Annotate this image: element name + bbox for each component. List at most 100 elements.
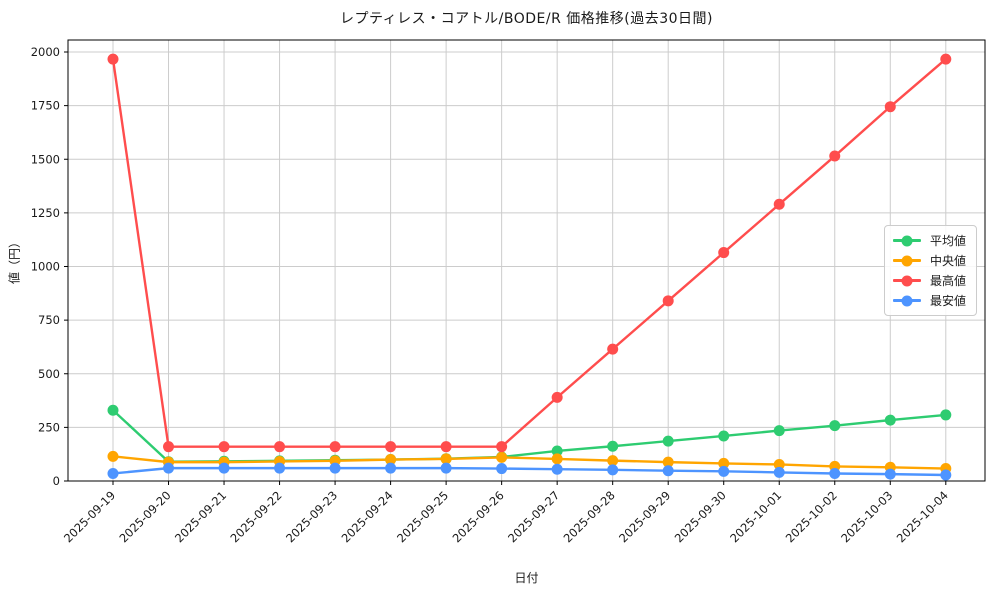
legend-line-sample (893, 255, 921, 266)
data-point (718, 457, 730, 469)
legend-label: 最高値 (930, 274, 967, 288)
legend-marker-dot (901, 295, 913, 306)
data-point (662, 435, 674, 447)
data-point (107, 53, 119, 65)
y-tick-label: 750 (38, 313, 60, 327)
legend-item: 中央値 (893, 251, 966, 270)
data-point (274, 441, 286, 453)
series-line (112, 466, 946, 477)
data-point (496, 451, 508, 463)
data-point (496, 463, 508, 475)
data-point (607, 440, 619, 452)
data-point (940, 409, 952, 421)
data-point (329, 462, 341, 474)
data-point (107, 467, 119, 479)
y-tick-label: 1500 (31, 152, 60, 166)
legend-line-sample (893, 295, 921, 306)
data-point (218, 462, 230, 474)
data-point (496, 441, 508, 453)
data-point (884, 414, 896, 426)
data-point (773, 198, 785, 210)
legend-label: 中央値 (930, 254, 967, 268)
data-point (440, 441, 452, 453)
y-tick-label: 2000 (31, 45, 60, 59)
x-tick-label: 2025-09-25 (394, 488, 451, 545)
data-point (551, 391, 563, 403)
x-axis-label: 日付 (514, 571, 539, 585)
legend-label: 最安値 (930, 294, 967, 308)
data-point (884, 101, 896, 113)
data-point (551, 453, 563, 465)
data-point (385, 441, 397, 453)
data-point (329, 441, 341, 453)
x-tick-label: 2025-09-24 (339, 488, 396, 545)
x-tick-label: 2025-09-22 (228, 488, 285, 545)
data-point (107, 450, 119, 462)
x-tick-label: 2025-09-23 (283, 488, 340, 545)
data-point (440, 453, 452, 465)
data-point (662, 456, 674, 468)
legend-line-sample (893, 275, 921, 286)
x-tick-label: 2025-09-19 (61, 488, 118, 545)
data-point (718, 430, 730, 442)
series-line (112, 455, 946, 470)
data-point (440, 462, 452, 474)
series-line (111, 58, 947, 448)
data-point (773, 458, 785, 470)
data-point (773, 466, 785, 478)
data-point (829, 420, 841, 432)
data-point (940, 469, 952, 481)
data-point (718, 465, 730, 477)
data-point (385, 454, 397, 466)
data-point (107, 404, 119, 416)
legend-item: 最高値 (893, 271, 966, 290)
data-point (551, 463, 563, 475)
x-tick-label: 2025-10-04 (894, 488, 951, 545)
data-point (718, 247, 730, 259)
data-point (829, 467, 841, 479)
data-point (163, 441, 175, 453)
x-tick-label: 2025-10-01 (727, 488, 784, 545)
chart-title: レプティレス・コアトル/BODE/R 価格推移(過去30日間) (339, 11, 713, 27)
legend-label: 平均値 (930, 234, 967, 248)
data-point (662, 465, 674, 477)
y-axis-label: 値（円） (7, 235, 22, 285)
y-tick-label: 500 (38, 367, 60, 381)
x-tick-label: 2025-10-03 (838, 488, 895, 545)
legend-marker-dot (901, 255, 913, 266)
x-tick-label: 2025-09-28 (561, 488, 618, 545)
legend-item: 最安値 (893, 291, 966, 310)
series-line (112, 409, 946, 463)
legend-marker-dot (901, 235, 913, 246)
y-tick-label: 250 (38, 420, 60, 434)
legend: 平均値中央値最高値最安値 (884, 225, 978, 316)
data-point (607, 455, 619, 467)
data-point (274, 462, 286, 474)
data-point (385, 462, 397, 474)
data-point (940, 53, 952, 65)
x-tick-label: 2025-09-26 (450, 488, 507, 545)
data-point (607, 343, 619, 355)
data-point (551, 445, 563, 457)
y-tick-label: 1000 (31, 260, 60, 274)
plot-border (67, 39, 986, 482)
x-tick-label: 2025-10-02 (783, 488, 840, 545)
data-point (218, 441, 230, 453)
data-point (662, 295, 674, 307)
data-point (884, 468, 896, 480)
legend-item: 平均値 (893, 231, 966, 250)
y-tick-label: 0 (53, 474, 60, 488)
data-point (163, 462, 175, 474)
data-point (829, 150, 841, 162)
legend-line-sample (893, 235, 921, 246)
x-tick-label: 2025-09-21 (172, 488, 229, 545)
y-tick-label: 1750 (31, 99, 60, 113)
data-point (607, 464, 619, 476)
y-tick-label: 1250 (31, 206, 60, 220)
x-tick-label: 2025-09-29 (616, 488, 673, 545)
legend-marker-dot (901, 275, 913, 286)
x-tick-label: 2025-09-30 (672, 488, 729, 545)
x-tick-label: 2025-09-27 (505, 488, 562, 545)
